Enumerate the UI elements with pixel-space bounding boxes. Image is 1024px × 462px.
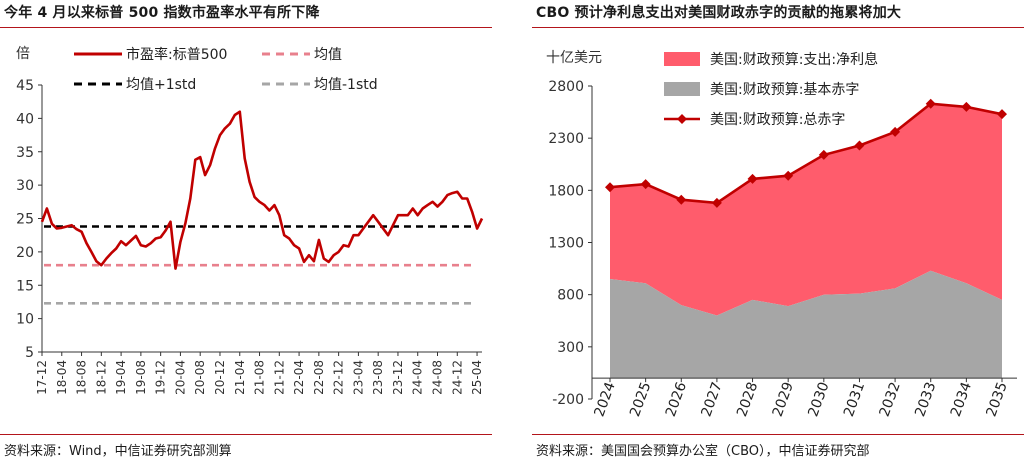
x-tick-label: 2029: [770, 380, 797, 419]
legend-pe-ratio: 市盈率:标普500: [74, 46, 227, 63]
primary-deficit-area: [610, 270, 1002, 379]
y-tick-label: -200: [552, 392, 584, 408]
legend-swatch: [664, 52, 700, 66]
x-tick-label: 20-08: [193, 360, 207, 395]
pe-ratio-chart: 倍 5 10 15 20 25 30 35 40 45 17-12 18-04 18-08 18-12 19…: [16, 46, 484, 395]
y-tick-label: 800: [557, 288, 584, 304]
chart-title: CBO 预计净利息支出对美国财政赤字的贡献的拖累将加大: [536, 5, 902, 21]
x-tick-label: 23-04: [351, 360, 365, 395]
x-tick-label: 19-08: [134, 360, 148, 395]
x-tick-label: 20-04: [173, 360, 187, 395]
legend-mean-minus-std: 均值-1std: [262, 77, 378, 93]
total-deficit-marker: [925, 98, 936, 109]
total-deficit-marker: [997, 109, 1007, 120]
y-tick-label: 300: [557, 340, 584, 356]
legend-label: 美国:财政预算:支出:净利息: [710, 51, 878, 68]
x-tick-label: 2026: [663, 380, 690, 419]
y-tick-label: 2300: [548, 131, 584, 147]
x-tick-label: 18-04: [55, 360, 69, 395]
y-tick-label: 5: [25, 345, 34, 361]
deficit-chart: 十亿美元 -200 300 800 1300 1800 2300 2800 2024 2025 20…: [546, 50, 1017, 419]
legend-mean-plus-std: 均值+1std: [74, 77, 196, 93]
y-axis-label: 十亿美元: [546, 50, 602, 66]
legend-label: 均值+1std: [126, 77, 196, 93]
total-deficit-marker: [890, 126, 901, 137]
x-tick-label: 22-08: [312, 360, 326, 395]
legend-label: 市盈率:标普500: [126, 46, 227, 63]
x-tick-label: 2032: [877, 380, 904, 419]
total-deficit-marker: [783, 170, 794, 181]
panel-pe-ratio: 今年 4 月以来标普 500 指数市盈率水平有所下降 倍 5 10 15 20 25 30 3…: [0, 0, 492, 462]
total-deficit-line: [609, 102, 1003, 205]
net-interest-area: [610, 103, 1002, 316]
x-tick-label: 2031: [841, 380, 868, 419]
legend-total-deficit: 美国:财政预算:总赤字: [664, 112, 845, 128]
pe-ratio-line: [40, 110, 484, 270]
legend-swatch: [664, 82, 700, 96]
legend-label: 均值-1std: [314, 77, 378, 93]
x-tick-label: 20-12: [213, 360, 227, 395]
legend-label: 均值: [314, 47, 342, 63]
y-tick-label: 40: [16, 111, 34, 127]
total-deficit-marker: [711, 197, 722, 208]
x-tick-label: 24-12: [450, 360, 464, 395]
x-tick-label: 23-08: [371, 360, 385, 395]
x-tick-label: 19-12: [154, 360, 168, 395]
x-tick-label: 2033: [912, 380, 939, 419]
x-tick-label: 19-04: [114, 360, 128, 395]
x-tick-label: 24-08: [431, 360, 445, 395]
x-tick-label: 21-12: [272, 360, 286, 395]
y-tick-label: 35: [16, 145, 34, 161]
chart-title: 今年 4 月以来标普 500 指数市盈率水平有所下降: [4, 5, 320, 21]
source-note: 资料来源：美国国会预算办公室（CBO），中信证券研究部: [536, 444, 870, 459]
total-deficit-marker: [676, 194, 687, 205]
source-rule: [0, 434, 492, 435]
title-rule: [0, 27, 492, 28]
x-tick-label: 2034: [948, 380, 975, 419]
total-deficit-marker: [818, 149, 829, 160]
x-tick-label: 25-04: [470, 360, 484, 395]
x-tick-label: 2030: [805, 380, 832, 419]
y-tick-label: 2800: [548, 79, 584, 95]
y-tick-label: 45: [16, 78, 34, 94]
x-tick-label: 21-08: [253, 360, 267, 395]
x-tick-label: 2024: [592, 380, 619, 419]
legend-label: 美国:财政预算:基本赤字: [710, 81, 859, 98]
x-tick-label: 2027: [698, 380, 725, 419]
x-tick-label: 2028: [734, 380, 761, 419]
y-tick-label: 1300: [548, 236, 584, 252]
panel-deficit: CBO 预计净利息支出对美国财政赤字的贡献的拖累将加大 十亿美元 -200 300 8…: [532, 0, 1024, 462]
y-tick-label: 15: [16, 278, 34, 294]
total-deficit-marker: [747, 173, 758, 184]
x-tick-label: 18-12: [94, 360, 108, 395]
legend-mean: 均值: [262, 47, 342, 63]
total-deficit-marker: [961, 101, 972, 112]
x-tick-label: 2035: [984, 380, 1011, 419]
legend-marker: [677, 114, 687, 124]
total-deficit-marker: [640, 179, 651, 190]
x-tick-label: 22-12: [332, 360, 346, 395]
x-tick-label: 18-08: [75, 360, 89, 395]
legend-primary-deficit: 美国:财政预算:基本赤字: [664, 81, 859, 98]
y-axis-label: 倍: [16, 46, 30, 62]
x-tick-label: 2025: [627, 380, 654, 419]
y-tick-label: 25: [16, 212, 34, 228]
title-rule: [532, 27, 1024, 28]
y-tick-label: 20: [16, 245, 34, 261]
x-tick-label: 17-12: [35, 360, 49, 395]
x-tick-label: 23-12: [391, 360, 405, 395]
total-deficit-marker: [854, 140, 865, 151]
source-rule: [532, 434, 1024, 435]
legend-net-interest: 美国:财政预算:支出:净利息: [664, 51, 878, 68]
source-note: 资料来源：Wind，中信证券研究部测算: [4, 444, 232, 459]
x-tick-label: 24-04: [411, 360, 425, 395]
legend-label: 美国:财政预算:总赤字: [710, 112, 845, 128]
y-tick-label: 30: [16, 178, 34, 194]
y-tick-label: 10: [16, 312, 34, 328]
y-tick-label: 1800: [548, 183, 584, 199]
x-tick-label: 21-04: [233, 360, 247, 395]
x-tick-label: 22-04: [292, 360, 306, 395]
total-deficit-marker: [605, 182, 615, 193]
